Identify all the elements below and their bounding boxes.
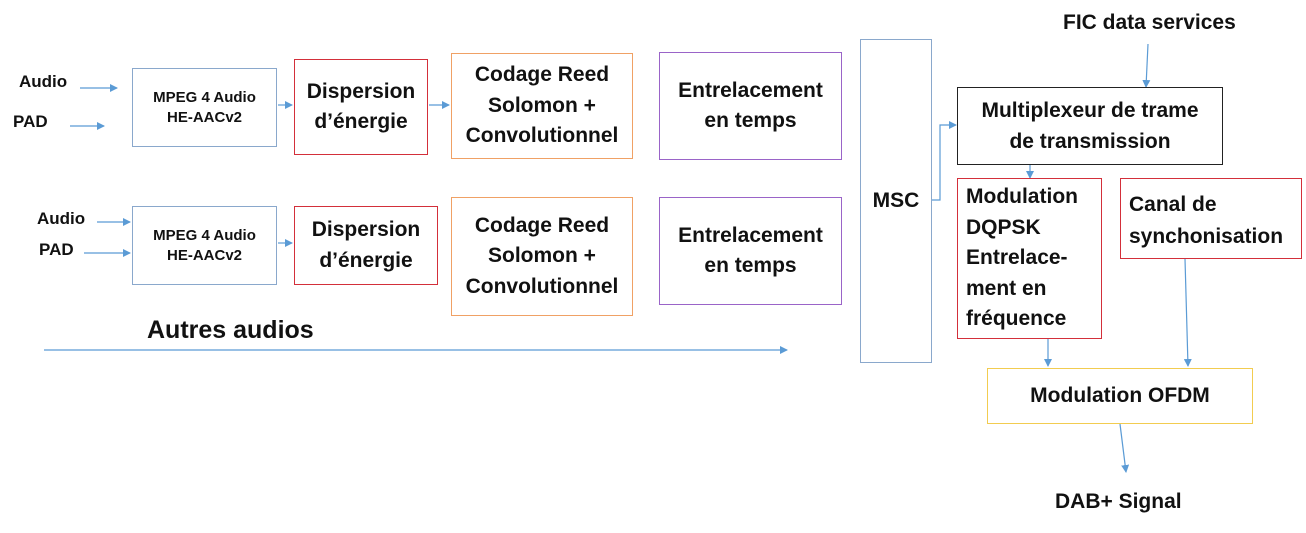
entrelacement-block-2: Entrelacement en temps: [659, 197, 842, 305]
codage-block-1: Codage Reed Solomon + Convolutionnel: [451, 53, 633, 159]
arrow-msc-multiplexeur: [932, 121, 957, 201]
multiplexeur-block-text: Multiplexeur de trame de transmission: [981, 98, 1199, 154]
canal-synchronisation-block: Canal de synchonisation: [1120, 178, 1302, 259]
arrow-ofdm-dab: [1119, 423, 1130, 473]
dispersion-block-2-text: Dispersion d’énergie: [311, 218, 421, 272]
mpeg-audio-block-2-text: MPEG 4 Audio HE-AACv2: [153, 227, 256, 264]
dispersion-block-1: Dispersion d’énergie: [294, 59, 428, 155]
modulation-ofdm-block: Modulation OFDM: [987, 368, 1253, 424]
dispersion-block-2: Dispersion d’énergie: [294, 206, 438, 285]
pad-label-2: PAD: [39, 240, 74, 259]
mpeg-audio-block-1-text: MPEG 4 Audio HE-AACv2: [153, 89, 256, 126]
entrelacement-block-2-text: Entrelacement en temps: [678, 223, 823, 277]
modulation-ofdm-block-text: Modulation OFDM: [1030, 384, 1210, 408]
dispersion-block-1-text: Dispersion d’énergie: [306, 79, 416, 133]
modulation-dqpsk-block-text: Modulation DQPSK Entrelace- ment en fréq…: [966, 185, 1078, 331]
modulation-dqpsk-block: Modulation DQPSK Entrelace- ment en fréq…: [957, 178, 1102, 339]
msc-block: MSC: [860, 39, 932, 363]
fic-data-services-label: FIC data services: [1063, 11, 1236, 34]
pad-label-1: PAD: [13, 112, 48, 131]
mpeg-audio-block-1: MPEG 4 Audio HE-AACv2: [132, 68, 277, 147]
arrow-canal-ofdm: [1183, 258, 1192, 367]
canal-synchronisation-block-text: Canal de synchonisation: [1129, 193, 1284, 248]
dab-signal-label: DAB+ Signal: [1055, 490, 1182, 513]
msc-block-text: MSC: [872, 189, 920, 213]
entrelacement-block-1-text: Entrelacement en temps: [678, 78, 823, 132]
audio-label-1: Audio: [19, 72, 68, 91]
arrow-fic-multiplexeur: [1142, 43, 1151, 88]
codage-block-1-text: Codage Reed Solomon + Convolutionnel: [465, 63, 619, 148]
multiplexeur-block: Multiplexeur de trame de transmission: [957, 87, 1223, 165]
mpeg-audio-block-2: MPEG 4 Audio HE-AACv2: [132, 206, 277, 285]
codage-block-2-text: Codage Reed Solomon + Convolutionnel: [465, 213, 619, 298]
audio-label-2: Audio: [37, 209, 86, 228]
entrelacement-block-1: Entrelacement en temps: [659, 52, 842, 160]
codage-block-2: Codage Reed Solomon + Convolutionnel: [451, 197, 633, 316]
autres-audios-label: Autres audios: [147, 316, 314, 344]
